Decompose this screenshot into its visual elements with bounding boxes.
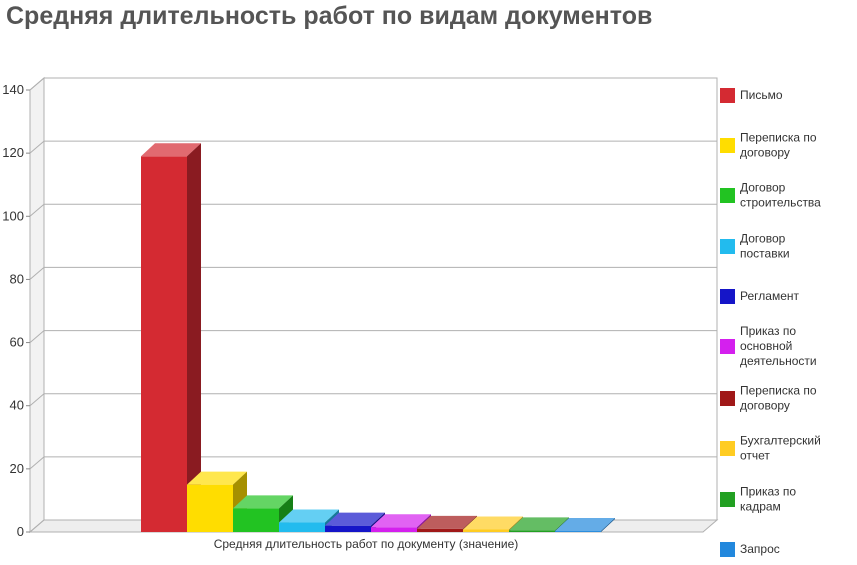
bar-top — [509, 517, 569, 531]
bar-front — [417, 528, 463, 532]
legend-label: Переписка по договору — [740, 384, 817, 413]
gridline-side — [29, 267, 45, 280]
legend-swatch — [720, 138, 735, 153]
y-tick-label: 40 — [10, 398, 24, 413]
bar-front — [141, 156, 187, 533]
legend-item: Бухгалтерский отчет — [720, 434, 821, 463]
y-tick-label: 140 — [2, 82, 24, 97]
bars — [141, 143, 615, 533]
bar-front — [187, 484, 233, 532]
gridline-side — [29, 77, 45, 91]
bar-front — [555, 531, 601, 532]
legend-label: Запрос — [740, 542, 780, 556]
bar-top — [555, 518, 615, 532]
legend-label: Приказ по кадрам — [740, 485, 796, 514]
bar-front — [233, 508, 279, 532]
gridline-side — [29, 203, 45, 217]
bar-top — [371, 514, 431, 528]
legend-label: Регламент — [740, 289, 799, 303]
bar-side — [187, 143, 201, 533]
legend-item: Договор поставки — [720, 232, 790, 261]
legend-item: Приказ по основной деятельности — [720, 324, 817, 368]
bar-top — [187, 471, 247, 485]
legend-swatch — [720, 542, 735, 557]
y-tick-label: 120 — [2, 145, 24, 160]
legend-label: Письмо — [740, 88, 783, 102]
bar-top — [417, 515, 477, 529]
side-wall — [29, 76, 45, 534]
legend-label: Приказ по основной деятельности — [740, 324, 817, 368]
legend-item: Запрос — [720, 542, 780, 557]
legend-label: Переписка по договору — [740, 131, 817, 160]
gridline-side — [29, 393, 45, 407]
legend-item: Переписка по договору — [720, 131, 817, 160]
legend-swatch — [720, 88, 735, 103]
bar — [233, 495, 293, 532]
legend-label: Договор поставки — [740, 232, 790, 261]
bar-top — [279, 509, 339, 523]
bar-front — [509, 530, 555, 532]
bar-top — [325, 512, 385, 526]
y-tick-label: 20 — [10, 461, 24, 476]
legend-swatch — [720, 441, 735, 456]
bar — [555, 518, 615, 532]
legend-item: Приказ по кадрам — [720, 485, 796, 514]
legend-swatch — [720, 339, 735, 354]
gridline-side — [29, 519, 45, 533]
legend-item: Договор строительства — [720, 181, 821, 210]
bar-front — [325, 525, 371, 532]
legend-label: Договор строительства — [740, 181, 821, 210]
gridline-side — [29, 140, 45, 154]
legend-swatch — [720, 239, 735, 254]
chart-title: Средняя длительность работ по видам доку… — [6, 2, 653, 30]
bar — [141, 143, 201, 533]
bar-front — [279, 522, 325, 532]
y-tick-label: 60 — [10, 335, 24, 350]
y-tick-label: 0 — [17, 524, 24, 539]
bar-top — [233, 495, 293, 509]
legend-swatch — [720, 492, 735, 507]
gridline-side — [29, 330, 45, 343]
y-tick-label: 100 — [2, 208, 24, 223]
bar-front — [371, 527, 417, 532]
y-tick-label: 80 — [10, 271, 24, 286]
chart-grid — [28, 76, 719, 534]
y-axis: 0 20 40 60 80 100 120 140 — [2, 82, 30, 539]
legend-swatch — [720, 391, 735, 406]
bar-side — [601, 518, 615, 532]
category-axis-label: Средняя длительность работ по документу … — [214, 537, 519, 551]
legend-swatch — [720, 188, 735, 203]
legend-label: Бухгалтерский отчет — [740, 434, 821, 463]
gridline-side — [29, 456, 45, 470]
bar-top — [463, 516, 523, 530]
bar-front — [463, 529, 509, 532]
legend-swatch — [720, 289, 735, 304]
legend-item: Регламент — [720, 289, 799, 304]
legend-item: Письмо — [720, 88, 783, 103]
legend: Письмо Переписка по договору Договор строите… — [720, 88, 821, 557]
bar-top — [141, 143, 201, 157]
legend-item: Переписка по договору — [720, 384, 817, 413]
